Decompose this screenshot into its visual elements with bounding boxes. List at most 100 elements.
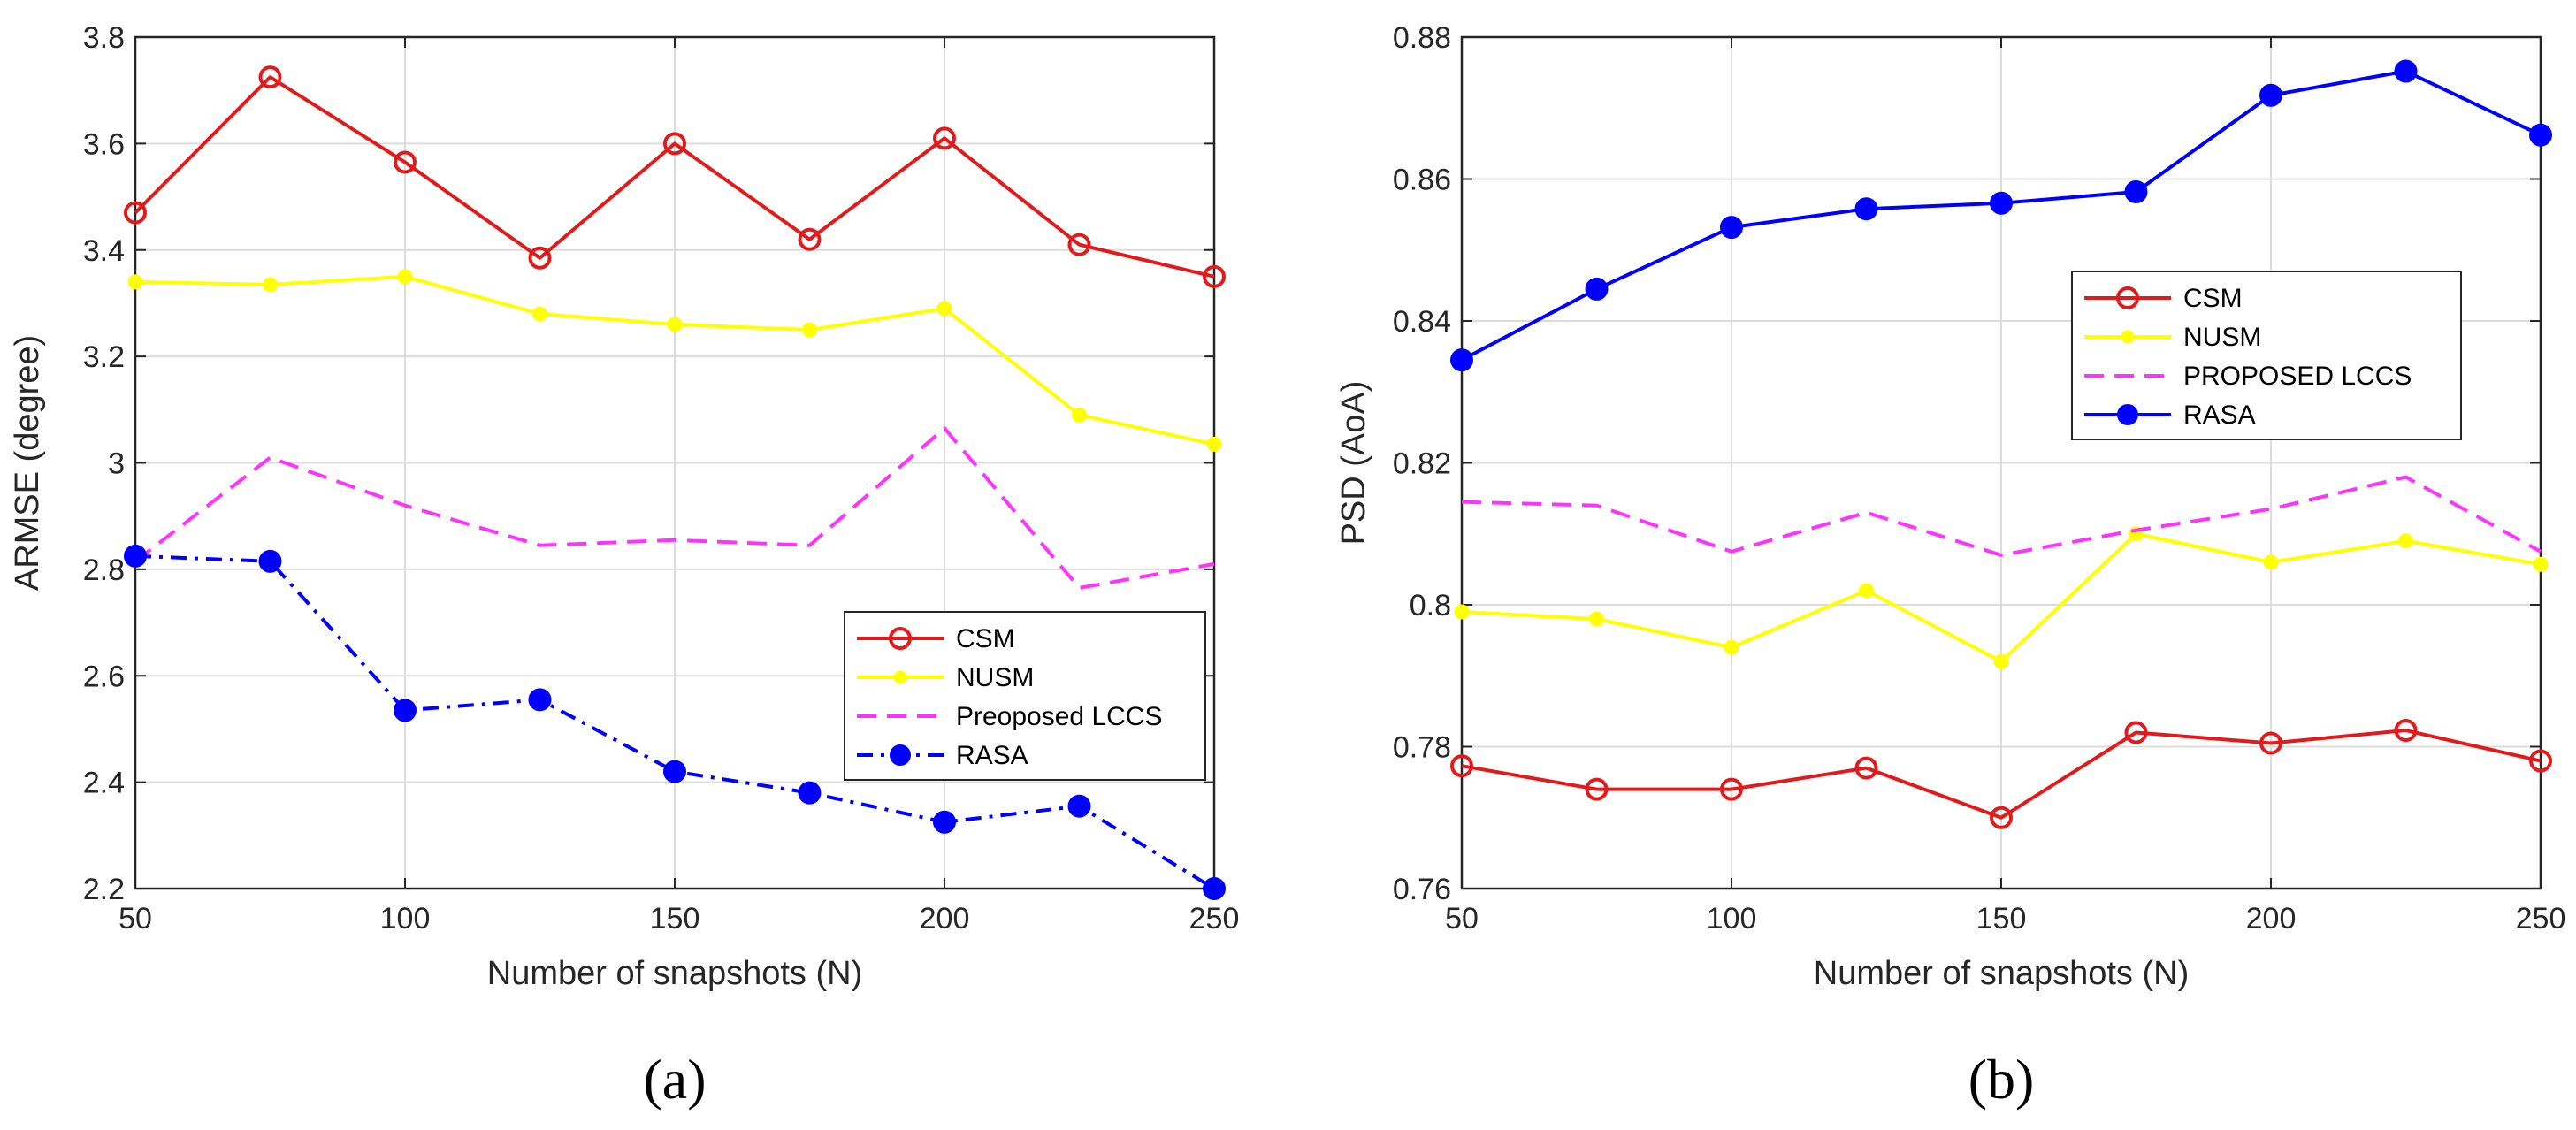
data-point: [528, 688, 552, 712]
data-point: [2124, 721, 2148, 744]
data-point: [2529, 749, 2552, 773]
data-point: [2394, 59, 2418, 83]
series-line: [134, 426, 1215, 590]
series-line: [134, 554, 1216, 890]
series-csm: [1450, 719, 2552, 829]
data-point: [667, 317, 683, 332]
chart-a: 50 100 150 200 250 2.2 2.4 2.6 2.8 3 3.2 3.4 3.6 3.8 N…: [9, 21, 1239, 1111]
x-tick-label: 50: [1445, 902, 1479, 935]
x-tick-label: 150: [650, 902, 700, 935]
legend: CSM NUSM Preoposed LCCS RASA: [844, 611, 1206, 781]
series-line: [1461, 729, 2542, 820]
data-point: [1859, 583, 1874, 599]
legend-marker: [2116, 286, 2139, 309]
y-tick-label: 0.78: [1393, 731, 1451, 765]
series-nusm: [1454, 526, 2549, 669]
data-point: [1206, 436, 1222, 452]
data-point: [1450, 754, 1473, 778]
y-tick-label: 0.88: [1393, 21, 1451, 55]
data-point: [933, 126, 956, 150]
x-axis-label: Number of snapshots (N): [1814, 955, 2190, 992]
legend-marker: [893, 670, 907, 684]
y-axis-label: ARMSE (degree): [9, 335, 46, 591]
data-point: [2124, 179, 2148, 203]
data-point: [1854, 197, 1878, 221]
y-tick-label: 3.2: [83, 340, 125, 374]
data-point: [124, 201, 147, 225]
legend-label: Preoposed LCCS: [956, 702, 1162, 731]
data-point: [1072, 407, 1087, 423]
x-tick-label: 250: [2516, 902, 2566, 935]
x-axis-label: Number of snapshots (N): [487, 955, 863, 992]
data-point: [1990, 806, 2013, 829]
legend-label: PROPOSED LCCS: [2183, 362, 2412, 391]
caption: (b): [1968, 1048, 2035, 1111]
y-tick-label: 0.76: [1393, 873, 1451, 906]
x-tick-label: 50: [118, 902, 152, 935]
data-point: [1067, 794, 1091, 818]
data-point: [1993, 653, 2009, 669]
x-tick-label: 100: [380, 902, 431, 935]
series-preoposed-lccs: [134, 426, 1215, 590]
legend-label: NUSM: [956, 663, 1034, 692]
data-point: [2533, 556, 2549, 572]
data-point: [397, 269, 413, 285]
legend-marker: [890, 744, 911, 766]
data-point: [1854, 756, 1878, 780]
data-point: [936, 301, 952, 317]
x-tick-label: 250: [1189, 902, 1240, 935]
data-point: [124, 544, 147, 568]
x-tick-label: 100: [1707, 902, 1757, 935]
y-axis-label: PSD (AoA): [1335, 381, 1372, 546]
data-point: [1585, 277, 1609, 301]
y-tick-label: 2.6: [83, 660, 125, 693]
grid: [1461, 36, 2542, 889]
x-tick-label: 200: [920, 902, 970, 935]
data-point: [663, 760, 686, 783]
data-point: [1585, 777, 1609, 801]
data-point: [1203, 877, 1226, 900]
legend-label: NUSM: [2183, 323, 2261, 352]
data-point: [258, 65, 282, 89]
data-point: [1720, 216, 1743, 240]
y-tick-label: 3: [108, 447, 125, 481]
data-point: [394, 699, 417, 722]
legend-label: RASA: [2183, 401, 2256, 430]
legend-label: RASA: [956, 741, 1028, 770]
data-point: [532, 306, 547, 322]
series-line: [134, 75, 1215, 279]
data-point: [2398, 533, 2413, 549]
data-point: [263, 277, 278, 293]
data-point: [1450, 348, 1473, 372]
series-rasa: [124, 544, 1226, 900]
series-proposed-lccs: [1461, 475, 2542, 557]
data-point: [1067, 233, 1091, 256]
y-tick-label: 2.2: [83, 873, 125, 906]
data-point: [2394, 719, 2418, 743]
caption: (a): [643, 1048, 706, 1111]
legend-label: CSM: [956, 624, 1015, 653]
data-point: [1454, 604, 1470, 620]
data-point: [1203, 264, 1226, 288]
data-point: [1720, 777, 1743, 801]
data-point: [394, 150, 417, 174]
data-point: [2259, 731, 2282, 755]
data-point: [258, 549, 282, 573]
data-point: [2529, 123, 2552, 147]
data-point: [798, 781, 822, 805]
y-tick-label: 3.6: [83, 127, 125, 161]
data-point: [663, 132, 686, 156]
legend-marker: [2121, 330, 2135, 344]
data-point: [1724, 639, 1739, 655]
y-tick-label: 2.4: [83, 767, 125, 800]
y-tick-label: 0.82: [1393, 447, 1451, 481]
series-csm: [124, 65, 1226, 288]
series-nusm: [127, 269, 1222, 452]
data-point: [2259, 83, 2282, 107]
legend: CSM NUSM PROPOSED LCCS RASA: [2071, 271, 2462, 440]
legend-marker: [889, 627, 912, 650]
x-tick-label: 150: [1976, 902, 2027, 935]
data-point: [528, 246, 552, 270]
y-tick-label: 3.8: [83, 21, 125, 55]
